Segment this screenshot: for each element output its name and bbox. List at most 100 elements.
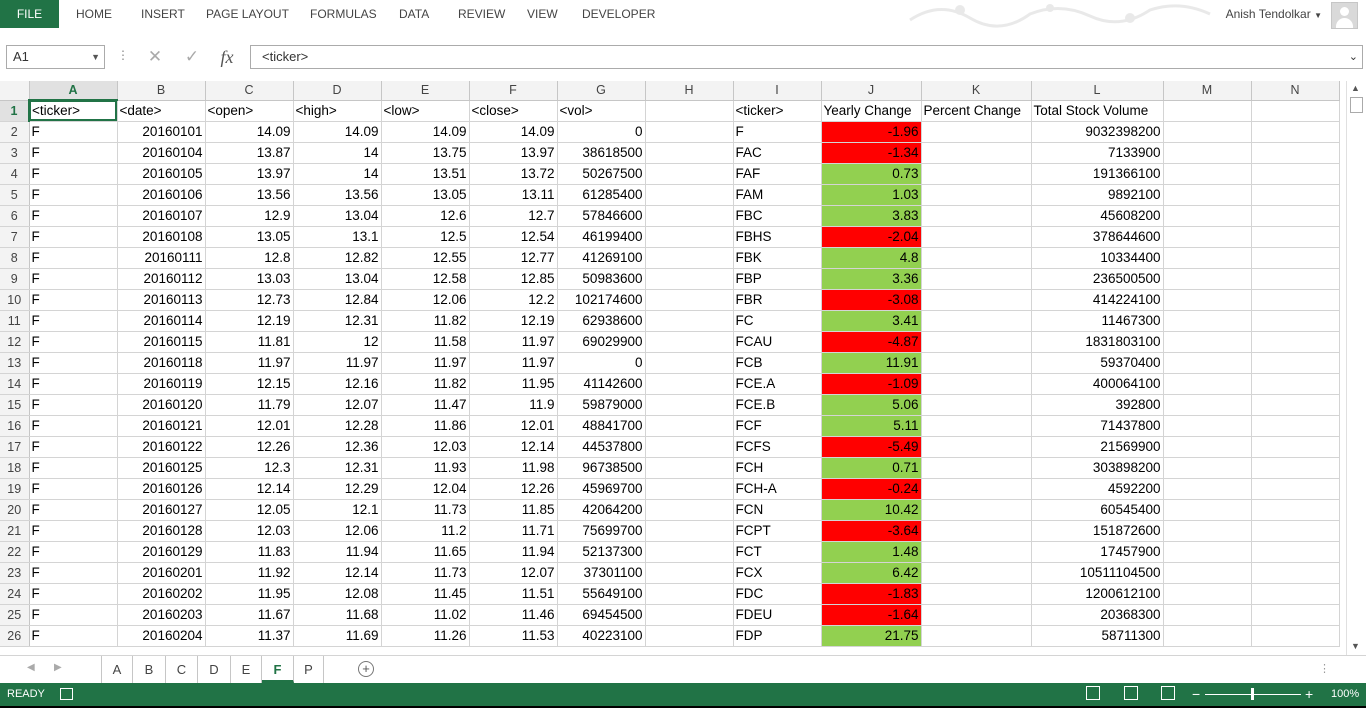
- column-header-g[interactable]: G: [557, 81, 646, 101]
- cell-j6[interactable]: 3.83: [821, 205, 922, 227]
- cell-h6[interactable]: [645, 205, 734, 227]
- cell-f12[interactable]: 11.97: [469, 331, 558, 353]
- cell-d16[interactable]: 12.28: [293, 415, 382, 437]
- cell-g20[interactable]: 42064200: [557, 499, 646, 521]
- cell-i7[interactable]: FBHS: [733, 226, 822, 248]
- cell-i8[interactable]: FBK: [733, 247, 822, 269]
- cell-i20[interactable]: FCN: [733, 499, 822, 521]
- cell-d10[interactable]: 12.84: [293, 289, 382, 311]
- cell-m8[interactable]: [1163, 247, 1252, 269]
- cell-m14[interactable]: [1163, 373, 1252, 395]
- zoom-level[interactable]: 100%: [1331, 688, 1360, 700]
- cell-f10[interactable]: 12.2: [469, 289, 558, 311]
- cell-f2[interactable]: 14.09: [469, 121, 558, 143]
- cell-a23[interactable]: F: [29, 562, 118, 584]
- row-header[interactable]: 9: [0, 268, 30, 290]
- tab-insert[interactable]: INSERT: [141, 7, 185, 21]
- cell-n23[interactable]: [1251, 562, 1340, 584]
- row-header[interactable]: 4: [0, 163, 30, 185]
- cell-j23[interactable]: 6.42: [821, 562, 922, 584]
- cell-m13[interactable]: [1163, 352, 1252, 374]
- cell-h3[interactable]: [645, 142, 734, 164]
- cell-h2[interactable]: [645, 121, 734, 143]
- cell-n4[interactable]: [1251, 163, 1340, 185]
- cell-g15[interactable]: 59879000: [557, 394, 646, 416]
- cell-b2[interactable]: 20160101: [117, 121, 206, 143]
- column-header-l[interactable]: L: [1031, 81, 1164, 101]
- cell-b5[interactable]: 20160106: [117, 184, 206, 206]
- cell-f15[interactable]: 11.9: [469, 394, 558, 416]
- cell-d8[interactable]: 12.82: [293, 247, 382, 269]
- cell-n13[interactable]: [1251, 352, 1340, 374]
- cell-j3[interactable]: -1.34: [821, 142, 922, 164]
- sheet-tab-p[interactable]: P: [294, 656, 324, 683]
- cell-c7[interactable]: 13.05: [205, 226, 294, 248]
- column-header-a[interactable]: A: [29, 81, 118, 101]
- cell-f19[interactable]: 12.26: [469, 478, 558, 500]
- row-header[interactable]: 6: [0, 205, 30, 227]
- cell-j15[interactable]: 5.06: [821, 394, 922, 416]
- cell-f14[interactable]: 11.95: [469, 373, 558, 395]
- cell-a3[interactable]: F: [29, 142, 118, 164]
- cell-l22[interactable]: 17457900: [1031, 541, 1164, 563]
- cell-i25[interactable]: FDEU: [733, 604, 822, 626]
- row-header[interactable]: 24: [0, 583, 30, 605]
- cell-g3[interactable]: 38618500: [557, 142, 646, 164]
- cell-a14[interactable]: F: [29, 373, 118, 395]
- cell-i17[interactable]: FCFS: [733, 436, 822, 458]
- cell-a5[interactable]: F: [29, 184, 118, 206]
- cell-j18[interactable]: 0.71: [821, 457, 922, 479]
- cell-e9[interactable]: 12.58: [381, 268, 470, 290]
- cell-d21[interactable]: 12.06: [293, 520, 382, 542]
- cell-a18[interactable]: F: [29, 457, 118, 479]
- cell-i4[interactable]: FAF: [733, 163, 822, 185]
- cell-k23[interactable]: [921, 562, 1032, 584]
- column-header-h[interactable]: H: [645, 81, 734, 101]
- cell-l14[interactable]: 400064100: [1031, 373, 1164, 395]
- cell-m24[interactable]: [1163, 583, 1252, 605]
- cell-i24[interactable]: FDC: [733, 583, 822, 605]
- cell-b7[interactable]: 20160108: [117, 226, 206, 248]
- column-header-m[interactable]: M: [1163, 81, 1252, 101]
- cell-e7[interactable]: 12.5: [381, 226, 470, 248]
- cell-j17[interactable]: -5.49: [821, 436, 922, 458]
- cell-a7[interactable]: F: [29, 226, 118, 248]
- cell-c21[interactable]: 12.03: [205, 520, 294, 542]
- select-all-corner[interactable]: [0, 81, 30, 101]
- cell-m16[interactable]: [1163, 415, 1252, 437]
- cell-h14[interactable]: [645, 373, 734, 395]
- cell-g13[interactable]: 0: [557, 352, 646, 374]
- cell-n25[interactable]: [1251, 604, 1340, 626]
- cell-j25[interactable]: -1.64: [821, 604, 922, 626]
- row-header[interactable]: 3: [0, 142, 30, 164]
- cell-n5[interactable]: [1251, 184, 1340, 206]
- cell-d2[interactable]: 14.09: [293, 121, 382, 143]
- cell-k5[interactable]: [921, 184, 1032, 206]
- row-header[interactable]: 15: [0, 394, 30, 416]
- cell-n6[interactable]: [1251, 205, 1340, 227]
- cell-d12[interactable]: 12: [293, 331, 382, 353]
- cell-n2[interactable]: [1251, 121, 1340, 143]
- cell-i16[interactable]: FCF: [733, 415, 822, 437]
- sheet-prev-icon[interactable]: ◀: [27, 662, 35, 673]
- cell-h23[interactable]: [645, 562, 734, 584]
- cell-n3[interactable]: [1251, 142, 1340, 164]
- sheet-next-icon[interactable]: ▶: [54, 662, 62, 673]
- cell-i13[interactable]: FCB: [733, 352, 822, 374]
- cell-k2[interactable]: [921, 121, 1032, 143]
- cell-k8[interactable]: [921, 247, 1032, 269]
- cell-a24[interactable]: F: [29, 583, 118, 605]
- cell-g18[interactable]: 96738500: [557, 457, 646, 479]
- cell-c22[interactable]: 11.83: [205, 541, 294, 563]
- row-header[interactable]: 21: [0, 520, 30, 542]
- cell-g14[interactable]: 41142600: [557, 373, 646, 395]
- cell-j26[interactable]: 21.75: [821, 625, 922, 647]
- cell-f24[interactable]: 11.51: [469, 583, 558, 605]
- tab-view[interactable]: VIEW: [527, 7, 558, 21]
- cell-m10[interactable]: [1163, 289, 1252, 311]
- cell-m7[interactable]: [1163, 226, 1252, 248]
- name-box[interactable]: A1 ▼: [6, 45, 105, 69]
- cell-h24[interactable]: [645, 583, 734, 605]
- cell-g25[interactable]: 69454500: [557, 604, 646, 626]
- tab-home[interactable]: HOME: [76, 7, 112, 21]
